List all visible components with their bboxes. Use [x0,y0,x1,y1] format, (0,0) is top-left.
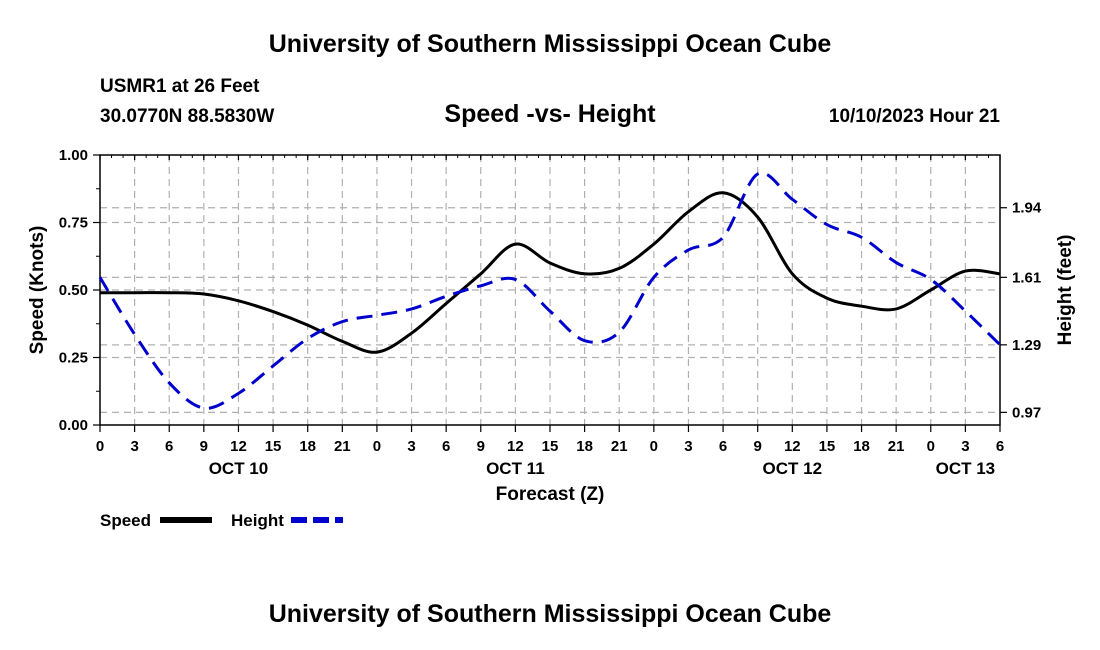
x-tick-label: 21 [888,438,905,455]
x-tick-label: 15 [542,438,559,455]
date-label: OCT 12 [763,459,823,478]
x-tick-label: 0 [373,438,381,455]
y-axis-right-label: Height (feet) [1055,235,1076,346]
series-line-speed [100,191,1001,354]
x-tick-label: 0 [650,438,658,455]
date-label: OCT 11 [486,459,545,478]
x-tick-label: 6 [165,438,173,455]
y-left-tick-label: 0.75 [59,215,88,232]
x-tick-label: 3 [684,438,692,455]
x-tick-label: 18 [853,438,870,455]
legend-label-height: Height [231,511,284,530]
y-axis-left-label: Speed (Knots) [27,226,48,355]
x-tick-label: 6 [719,438,727,455]
y-right-tick-label: 0.97 [1012,404,1041,421]
legend: Speed Height [100,511,343,530]
footer-title: University of Southern Mississippi Ocean… [268,600,832,628]
coordinates-label: 30.0770N 88.5830W [100,106,275,127]
x-tick-label: 12 [230,438,247,455]
series-layer [98,171,1002,410]
x-tick-label: 6 [442,438,450,455]
x-tick-label: 0 [927,438,935,455]
legend-label-speed: Speed [100,511,151,530]
x-tick-label: 18 [576,438,593,455]
x-tick-label: 9 [477,438,485,455]
x-tick-label: 0 [96,438,104,455]
y-right-tick-label: 1.61 [1012,269,1041,286]
grid-layer [100,155,1000,425]
y-left-tick-label: 0.25 [59,350,88,367]
y-right-tick-label: 1.29 [1012,337,1041,354]
station-label: USMR1 at 26 Feet [100,76,260,97]
x-tick-label: 9 [200,438,208,455]
x-tick-label: 21 [334,438,351,455]
y-right-tick-label: 1.94 [1012,200,1042,217]
y-left-tick-label: 0.00 [59,417,88,434]
date-label: OCT 13 [936,459,996,478]
x-tick-label: 12 [507,438,524,455]
datetime-label: 10/10/2023 Hour 21 [828,106,1000,127]
x-tick-label: 21 [611,438,628,455]
chart-subtitle: Speed -vs- Height [444,100,656,128]
x-tick-label: 18 [299,438,316,455]
x-tick-label: 12 [784,438,801,455]
main-title: University of Southern Mississippi Ocean… [268,30,832,58]
x-axis-label: Forecast (Z) [496,484,605,505]
x-tick-label: 9 [754,438,762,455]
y-left-tick-label: 0.50 [59,282,88,299]
y-left-tick-label: 1.00 [59,147,88,164]
date-label: OCT 10 [209,459,269,478]
x-tick-label: 3 [961,438,969,455]
x-tick-label: 15 [819,438,836,455]
x-tick-label: 3 [130,438,138,455]
x-tick-label: 15 [265,438,282,455]
axis-layer: 0 3 6 9 12 15 18 21 0 3 6 9 12 15 18 21 0 3 6 9 12 15 18 21 0 3 6O… [59,147,1042,478]
x-tick-label: 3 [407,438,415,455]
x-tick-label: 6 [996,438,1004,455]
series-line-height [98,171,1002,410]
